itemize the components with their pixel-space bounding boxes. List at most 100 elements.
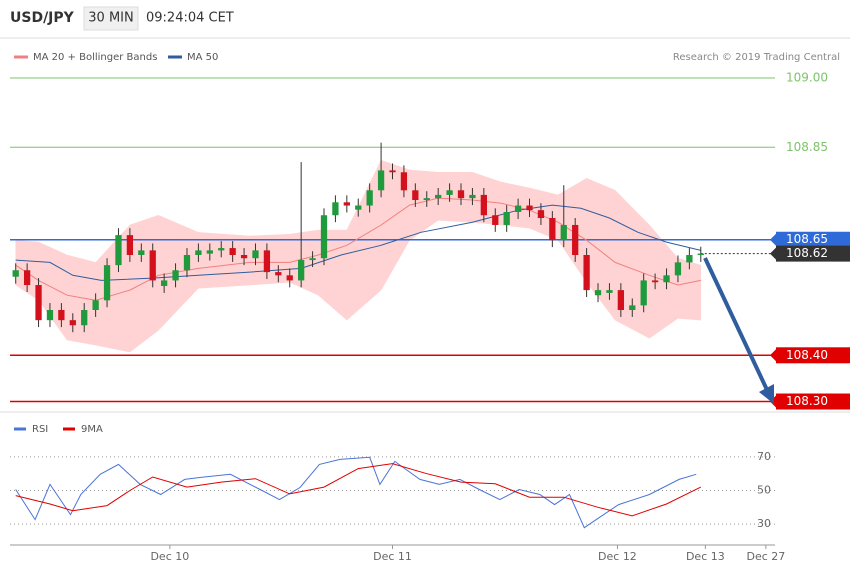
- candle-body: [320, 215, 328, 259]
- candle-body: [103, 265, 111, 301]
- moving-average-line: [15, 197, 701, 301]
- candle-body: [697, 253, 704, 255]
- candle-body: [663, 275, 670, 283]
- time: 09:24:04 CET: [146, 11, 234, 26]
- legend-label: 9MA: [81, 424, 103, 435]
- price-level-box: [776, 393, 850, 410]
- candle-body: [377, 170, 385, 191]
- symbol: USD/JPY: [10, 10, 75, 26]
- candle-body: [549, 218, 556, 241]
- candle-body: [218, 248, 225, 251]
- candle-body: [480, 194, 487, 216]
- candle-body: [629, 305, 636, 310]
- candle-body: [81, 309, 88, 326]
- forecast-arrow: [703, 257, 770, 393]
- price-level-label: 108.40: [786, 348, 828, 362]
- candle-body: [195, 250, 202, 255]
- candle-body: [389, 170, 396, 173]
- x-tick-label: Dec 12: [598, 550, 637, 563]
- price-level-box: [776, 231, 850, 248]
- candle-body: [172, 270, 179, 281]
- candle-body: [560, 224, 567, 241]
- price-level-box: [776, 347, 850, 364]
- candle-body: [115, 235, 122, 266]
- y-tick-label: 50: [757, 484, 771, 497]
- y-tick-label: 30: [757, 517, 771, 530]
- candle-body: [355, 205, 362, 210]
- candle-body: [35, 285, 42, 321]
- candle-body: [526, 205, 533, 211]
- candle-body: [606, 290, 613, 293]
- candle-body: [446, 190, 453, 195]
- candle-body: [161, 280, 168, 286]
- candle-body: [423, 198, 430, 200]
- credit: Research © 2019 Trading Central: [673, 52, 840, 63]
- candle-body: [149, 250, 156, 281]
- candle-body: [366, 190, 373, 206]
- candle-body: [138, 250, 145, 255]
- candle-body: [69, 320, 76, 326]
- forecast-arrow-head: [759, 384, 774, 404]
- candle-body: [412, 190, 419, 200]
- candle-body: [92, 300, 99, 310]
- candle-body: [469, 194, 476, 199]
- candle-body: [583, 254, 590, 291]
- candle-body: [674, 262, 682, 276]
- candle-body: [435, 194, 442, 199]
- price-level-pointer: [770, 247, 776, 260]
- price-panel: MA 20 + Bollinger Bands MA 50 109.00 108.85…: [10, 52, 850, 410]
- candle-body: [126, 235, 134, 255]
- x-tick-label: Dec 27: [746, 550, 785, 563]
- candle-body: [58, 309, 65, 321]
- price-level-box: [776, 245, 850, 262]
- candle-body: [229, 248, 236, 255]
- bollinger-band: [198, 232, 251, 289]
- candle-body: [252, 250, 259, 259]
- candle-body: [206, 250, 213, 254]
- interval: 30 MIN: [88, 11, 133, 26]
- price-level-pointer: [770, 233, 776, 246]
- candle-body: [686, 254, 693, 263]
- price-level-label: 108.65: [786, 232, 828, 246]
- candle-body: [286, 275, 293, 281]
- indicator-line: [15, 463, 702, 517]
- candle-body: [240, 254, 248, 259]
- x-tick-label: Dec 13: [686, 550, 725, 563]
- candle-body: [640, 280, 647, 306]
- candle-body: [275, 272, 282, 276]
- price-level-label: 108.85: [786, 140, 828, 154]
- candle-body: [457, 190, 465, 199]
- bollinger-band: [66, 254, 96, 346]
- candle-body: [298, 260, 305, 281]
- candle-body: [594, 290, 602, 296]
- price-level-label: 109.00: [786, 70, 828, 84]
- candle-body: [492, 215, 499, 225]
- candle-body: [651, 280, 659, 283]
- x-tick-label: Dec 10: [150, 550, 189, 563]
- price-level-pointer: [770, 349, 776, 362]
- candle-body: [23, 270, 31, 286]
- candle-body: [46, 309, 54, 321]
- candle-body: [572, 224, 579, 255]
- interval-box: [83, 6, 139, 31]
- legend-label: MA 50: [187, 52, 218, 63]
- bollinger-band: [437, 172, 473, 223]
- price-level-label: 108.30: [786, 394, 828, 408]
- moving-average-line: [15, 204, 701, 281]
- x-tick-label: Dec 11: [373, 550, 412, 563]
- candle-body: [514, 205, 522, 213]
- candle-body: [12, 270, 19, 277]
- rsi-panel: RSI 9MA 30 50 70 Dec 10 Dec 11 Dec 12 Dec 13 Dec …: [10, 424, 785, 563]
- candle-body: [503, 212, 510, 225]
- candle-body: [183, 254, 191, 271]
- legend-label: MA 20 + Bollinger Bands: [33, 52, 157, 63]
- y-tick-label: 70: [757, 450, 771, 463]
- bollinger-band: [677, 257, 702, 321]
- legend-label: RSI: [32, 424, 48, 435]
- candle-body: [309, 258, 316, 261]
- price-level-label: 108.62: [786, 246, 828, 260]
- candle-body: [343, 202, 350, 206]
- candle-body: [537, 210, 545, 219]
